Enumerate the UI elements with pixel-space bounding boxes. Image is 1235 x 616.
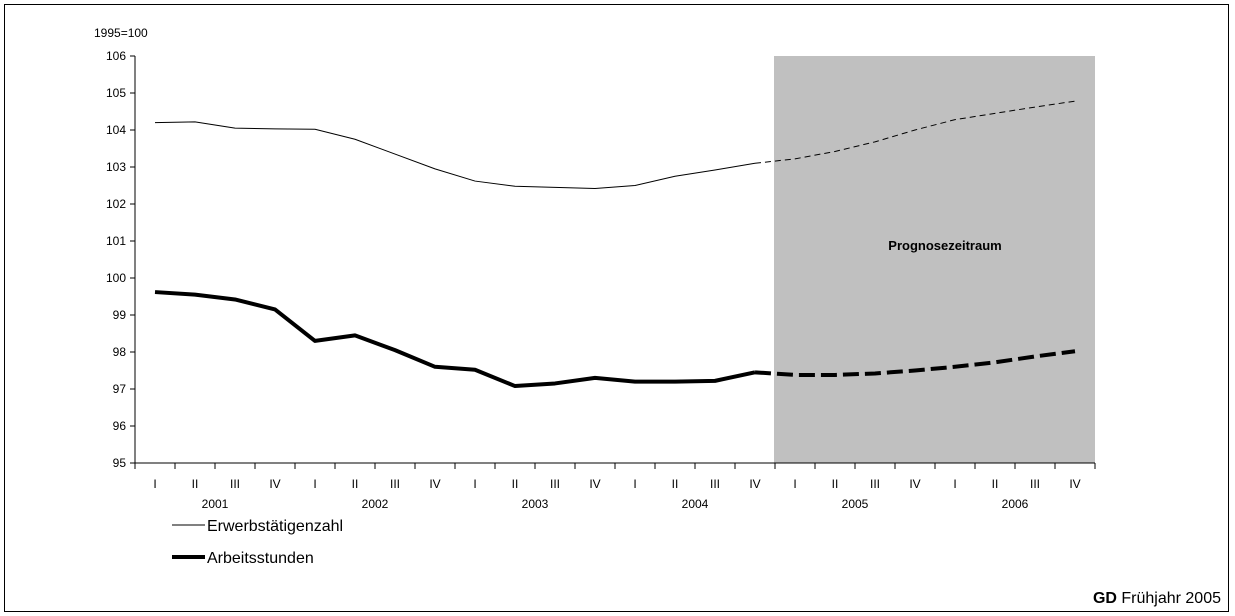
y-tick-label: 97 (113, 382, 127, 396)
x-quarter-label: III (230, 477, 240, 491)
x-quarter-label: IV (589, 477, 600, 491)
x-quarter-label: III (870, 477, 880, 491)
x-quarter-label: I (153, 477, 156, 491)
forecast-shade (774, 56, 1095, 463)
x-quarter-label: II (992, 477, 999, 491)
x-quarter-label: II (832, 477, 839, 491)
x-quarter-label: III (1030, 477, 1040, 491)
legend: Erwerbstätigenzahl Arbeitsstunden (172, 518, 343, 567)
source-rest: Frühjahr 2005 (1116, 590, 1221, 607)
forecast-label: Prognosezeitraum (888, 238, 1001, 253)
x-year-label: 2003 (522, 497, 549, 511)
x-quarter-label: I (633, 477, 636, 491)
y-tick-label: 103 (106, 160, 126, 174)
x-quarter-label: II (672, 477, 679, 491)
x-quarter-label: IV (1069, 477, 1080, 491)
unit-label: 1995=100 (94, 26, 148, 40)
y-tick-label: 105 (106, 86, 126, 100)
x-quarter-label: II (192, 477, 199, 491)
x-year-label: 2002 (362, 497, 389, 511)
y-tick-label: 102 (106, 197, 126, 211)
x-quarter-label: I (473, 477, 476, 491)
x-quarter-label: IV (909, 477, 920, 491)
x-quarter-label: II (512, 477, 519, 491)
x-year-label: 2006 (1002, 497, 1029, 511)
series-line-1-forecast (754, 100, 1076, 164)
y-tick-label: 100 (106, 271, 126, 285)
x-quarter-label: II (352, 477, 359, 491)
source-note: GD Frühjahr 2005 (1093, 590, 1221, 608)
x-quarter-label: III (390, 477, 400, 491)
x-year-label: 2004 (682, 497, 709, 511)
y-tick-label: 96 (113, 419, 127, 433)
y-tick-label: 101 (106, 234, 126, 248)
x-quarter-label: III (710, 477, 720, 491)
y-tick-label: 95 (113, 456, 127, 470)
series-line-2-actual (154, 290, 756, 389)
series-line-2-forecast (754, 349, 1076, 377)
x-quarter-label: III (550, 477, 560, 491)
y-tick-label: 99 (113, 308, 127, 322)
y-tick-label: 106 (106, 49, 126, 63)
x-quarter-label: I (793, 477, 796, 491)
x-quarter-label: IV (429, 477, 440, 491)
series-line-1-actual (154, 121, 756, 189)
x-year-label: 2005 (842, 497, 869, 511)
x-quarter-label: I (313, 477, 316, 491)
x-quarter-label: IV (749, 477, 760, 491)
y-tick-label: 104 (106, 123, 126, 137)
x-quarter-label: I (953, 477, 956, 491)
x-quarter-label: IV (269, 477, 280, 491)
x-year-label: 2001 (202, 497, 229, 511)
legend-label: Arbeitsstunden (207, 550, 314, 567)
y-tick-label: 98 (113, 345, 127, 359)
legend-label: Erwerbstätigenzahl (207, 518, 343, 535)
source-bold: GD (1092, 590, 1117, 607)
